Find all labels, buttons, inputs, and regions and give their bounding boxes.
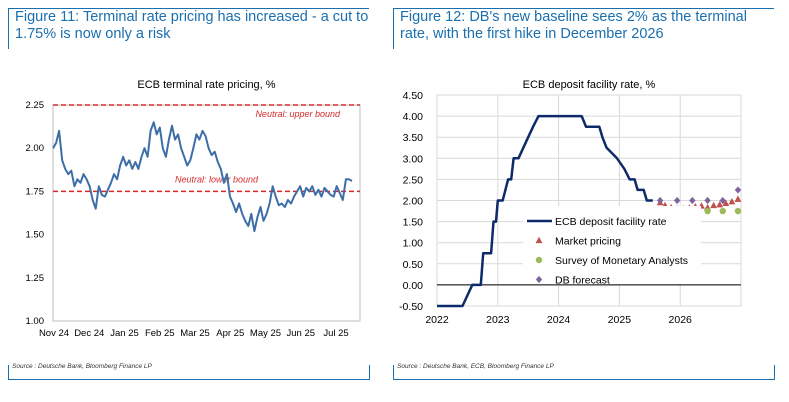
diamond-point (673, 196, 681, 205)
triangle-point (728, 197, 736, 205)
legend-label: DB forecast (555, 275, 610, 287)
x-tick-label: Jun 25 (286, 328, 315, 339)
y-tick-label: 4.00 (403, 111, 424, 123)
legend-label: Survey of Monetary Analysts (555, 255, 688, 267)
circle-point (719, 207, 726, 215)
y-tick-label: 1.25 (26, 273, 45, 284)
y-tick-label: 2.00 (403, 196, 424, 208)
y-tick-label: 2.25 (26, 100, 45, 111)
terminal-rate-series-line (52, 121, 353, 233)
figure-12-title: Figure 12: DB's new baseline sees 2% as … (393, 8, 774, 49)
diamond-point (734, 186, 742, 194)
y-tick-label: 3.00 (403, 153, 424, 165)
y-tick-label: 1.50 (403, 217, 424, 229)
x-tick-label: 2026 (669, 314, 693, 326)
x-tick-label: May 25 (250, 328, 281, 339)
chart-legend: ECB deposit facility rate Market pricing S… (523, 206, 701, 287)
x-tick-label: 2025 (608, 314, 632, 326)
y-tick-label: 2.00 (26, 143, 45, 154)
y-tick-label: 2.50 (403, 174, 424, 186)
x-tick-label: 2023 (486, 314, 510, 326)
legend-label: Market pricing (555, 236, 621, 248)
legend-swatch-triangle (535, 236, 543, 244)
diamond-point (656, 196, 664, 205)
diamond-point (704, 196, 711, 205)
legend-background (523, 206, 701, 284)
figure-11-source: Source : Deutsche Bank, Bloomberg Financ… (12, 363, 152, 370)
neutral-lower-bound-label: Neutral: lower bound (175, 174, 259, 184)
x-tick-label: Apr 25 (216, 328, 244, 339)
chart-title: ECB terminal rate pricing, % (137, 79, 275, 91)
neutral-upper-bound-label: Neutral: upper bound (255, 109, 341, 119)
figure-11-frame (8, 365, 370, 380)
figure-12-frame (393, 365, 775, 380)
triangle-point (722, 199, 730, 207)
chart-title: ECB deposit facility rate, % (523, 79, 656, 91)
figure-11-title: Figure 11: Terminal rate pricing has inc… (8, 8, 369, 49)
x-tick-label: Nov 24 (39, 328, 69, 339)
x-tick-label: 2022 (425, 314, 449, 326)
figure-12-panel: Figure 12: DB's new baseline sees 2% as … (393, 8, 775, 380)
y-tick-label: 0.00 (403, 280, 424, 292)
y-tick-label: 1.75 (26, 186, 45, 197)
legend-swatch-diamond (535, 275, 543, 284)
y-tick-label: 1.50 (26, 230, 45, 241)
x-tick-label: Mar 25 (180, 328, 210, 339)
diamond-point (719, 196, 726, 205)
y-tick-label: 3.50 (403, 132, 424, 144)
y-tick-label: 1.00 (26, 316, 45, 327)
triangle-point (710, 201, 718, 209)
x-tick-label: Dec 24 (74, 328, 104, 339)
x-tick-label: 2024 (547, 314, 571, 326)
circle-point (704, 207, 711, 215)
deposit-rate-series-line (437, 114, 653, 308)
legend-swatch-circle (535, 256, 543, 264)
circle-point (734, 207, 742, 215)
y-tick-label: 1.00 (403, 238, 424, 250)
triangle-point (734, 195, 742, 202)
x-tick-label: Feb 25 (145, 328, 175, 339)
y-tick-label: 4.50 (403, 90, 424, 102)
x-tick-label: Jul 25 (323, 328, 348, 339)
y-tick-label: -0.50 (399, 301, 423, 313)
db-forecast-series (656, 186, 742, 205)
legend-label: ECB deposit facility rate (555, 216, 667, 228)
figure-11-panel: Figure 11: Terminal rate pricing has inc… (8, 8, 370, 380)
terminal-rate-pricing-chart: ECB terminal rate pricing, % 1.00 1.25 1.50… (26, 79, 361, 339)
diamond-point (689, 196, 696, 205)
triangle-point (716, 200, 724, 208)
y-tick-label: 0.50 (403, 259, 424, 271)
deposit-facility-rate-chart: ECB deposit facility rate, % -0.50 0.00 0.5… (399, 79, 742, 326)
x-tick-label: Jan 25 (110, 328, 139, 339)
figure-12-source: Source : Deutsche Bank, ECB, Bloomberg F… (397, 363, 554, 370)
